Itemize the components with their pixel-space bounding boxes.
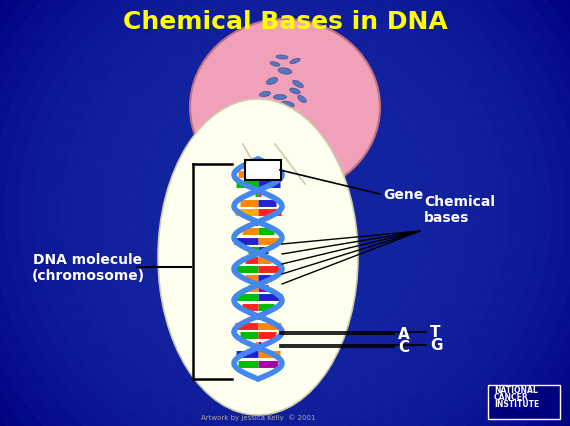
Text: DNA molecule
(chromosome): DNA molecule (chromosome) — [31, 252, 145, 282]
Text: T: T — [430, 325, 441, 340]
FancyBboxPatch shape — [488, 385, 560, 419]
Text: G: G — [430, 338, 442, 353]
Text: A: A — [398, 327, 410, 342]
Ellipse shape — [270, 63, 280, 67]
FancyBboxPatch shape — [245, 161, 281, 181]
Ellipse shape — [290, 59, 300, 64]
Text: Artwork by Jessica Kelly  © 2001: Artwork by Jessica Kelly © 2001 — [201, 414, 315, 420]
Ellipse shape — [264, 104, 275, 111]
Text: C: C — [398, 340, 409, 355]
Ellipse shape — [158, 100, 358, 415]
Text: CANCER: CANCER — [494, 392, 529, 401]
Ellipse shape — [190, 20, 380, 196]
Text: Gene: Gene — [383, 187, 424, 201]
Text: NATIONAL: NATIONAL — [494, 385, 538, 394]
Ellipse shape — [274, 95, 287, 100]
Ellipse shape — [290, 89, 300, 95]
Ellipse shape — [284, 111, 295, 118]
Ellipse shape — [278, 69, 292, 75]
Ellipse shape — [259, 92, 270, 98]
Ellipse shape — [292, 81, 303, 89]
Ellipse shape — [282, 102, 294, 108]
Ellipse shape — [276, 56, 288, 60]
Text: Chemical Bases in DNA: Chemical Bases in DNA — [123, 10, 447, 34]
Ellipse shape — [298, 96, 306, 103]
Ellipse shape — [266, 78, 278, 85]
Ellipse shape — [270, 115, 280, 120]
Text: Chemical
bases: Chemical bases — [424, 194, 495, 225]
Text: INSTITUTE: INSTITUTE — [494, 399, 539, 408]
